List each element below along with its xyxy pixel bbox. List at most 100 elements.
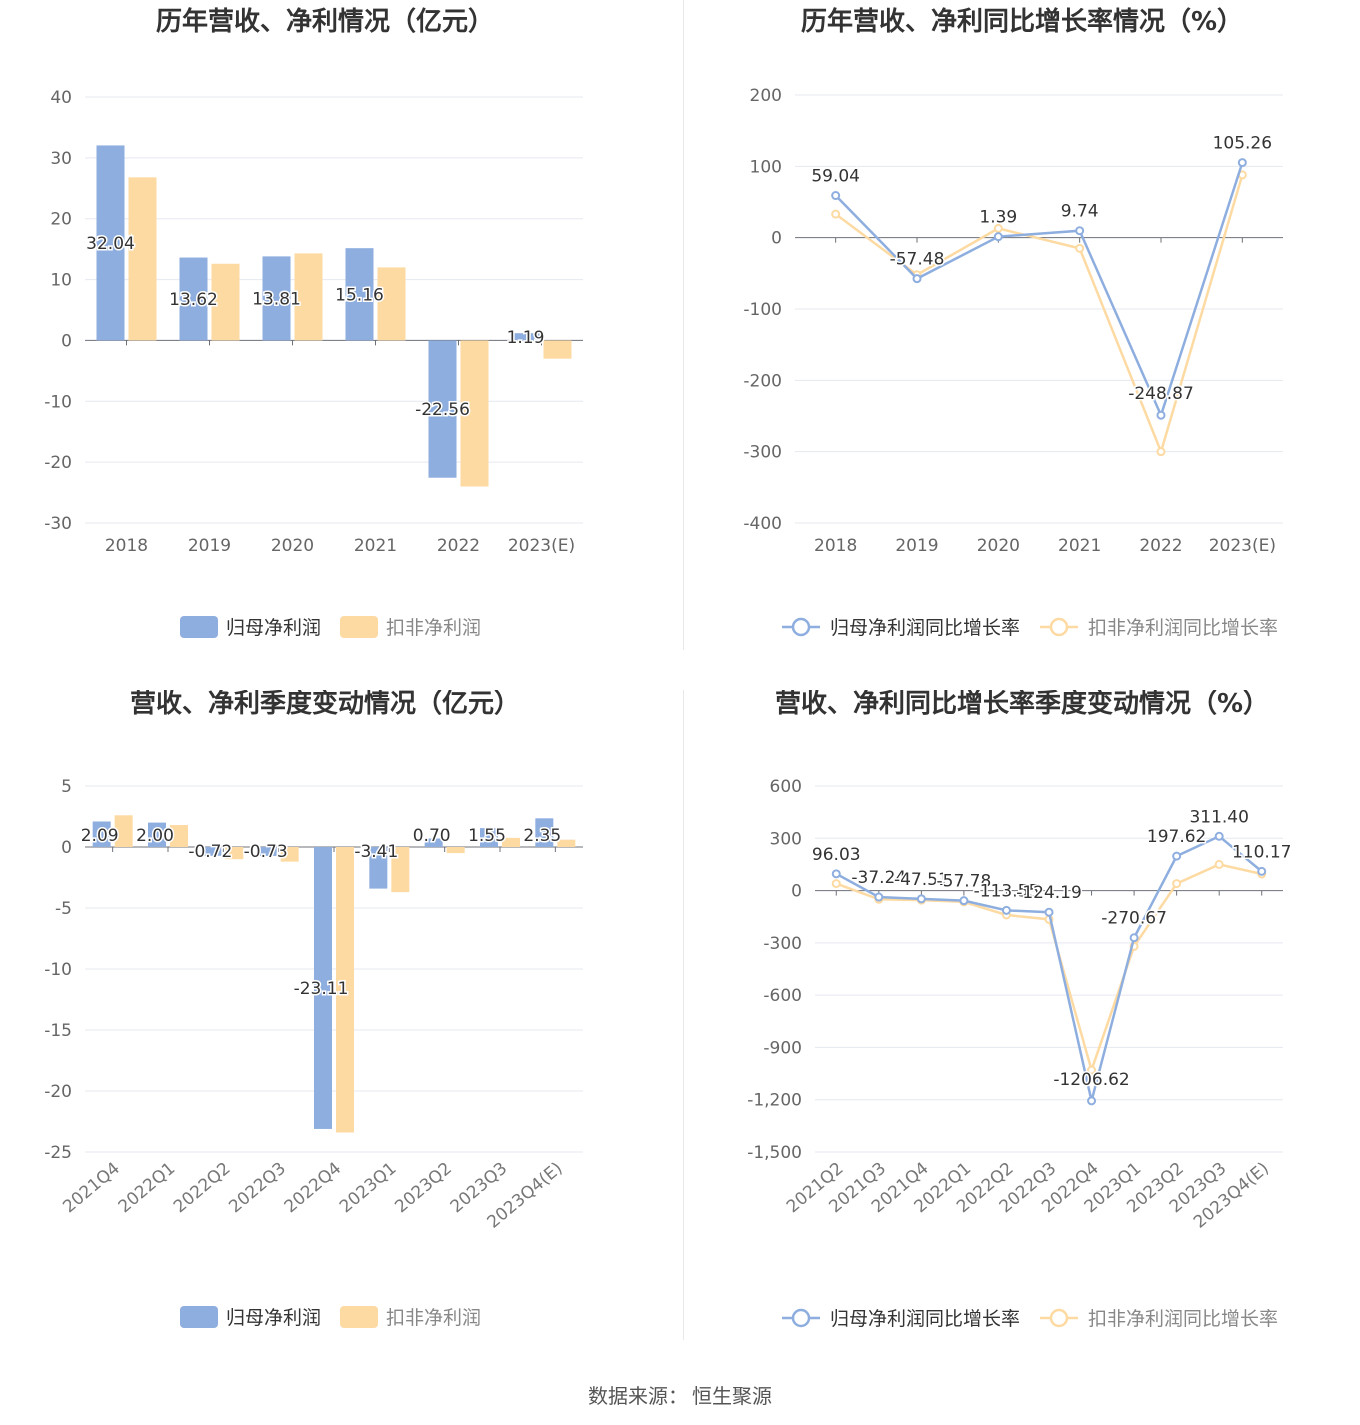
data-label: 32.04: [86, 234, 135, 254]
legend-label-2: 扣非净利润同比增长率: [1088, 1308, 1278, 1330]
bar-series-1: [148, 822, 166, 847]
data-label: -0.73: [244, 842, 288, 862]
point-series-2: [1214, 859, 1224, 869]
x-tick-label: 2022Q4: [281, 1159, 346, 1218]
legend-label-2: 扣非净利润: [386, 1307, 481, 1329]
legend-label-1: 归母净利润同比增长率: [830, 1308, 1020, 1330]
data-label: 2.00: [136, 826, 174, 846]
x-tick-label: 2022Q2: [170, 1159, 235, 1218]
y-tick-label: -10: [44, 392, 72, 412]
bar-series-1: [369, 847, 388, 889]
bar-series-1: [480, 828, 498, 847]
x-tick-label: 2021Q4: [59, 1159, 124, 1218]
y-tick-label: -900: [763, 1038, 802, 1058]
x-tick-label: 2023Q1: [336, 1159, 401, 1218]
y-tick-label: -1,200: [747, 1091, 802, 1111]
legend-label-1: 归母净利润同比增长率: [830, 617, 1020, 639]
data-label: 13.62: [169, 290, 218, 310]
y-tick-label: 5: [61, 777, 72, 797]
y-tick-label: -15: [44, 1021, 72, 1041]
y-tick-label: 20: [50, 210, 72, 230]
point-series-1: [1044, 907, 1054, 917]
annual-profit-chart: 历年营收、净利情况（亿元） -30 -20 -10 0 10 20 30 40 2018 2019 2…: [44, 6, 583, 639]
chart-title: 历年营收、净利情况（亿元）: [156, 6, 494, 37]
bar-series-2: [502, 837, 520, 847]
data-source-label: 数据来源：: [588, 1384, 688, 1408]
y-tick-label: -10: [44, 960, 72, 980]
data-label: 2.35: [523, 826, 561, 846]
legend-marker-2: [1049, 1308, 1069, 1328]
legend-swatch-1: [180, 1306, 218, 1328]
x-tick-label: 2018: [814, 536, 857, 556]
y-tick-label: 40: [50, 88, 72, 108]
y-tick-label: 300: [770, 829, 802, 849]
bar-series-2: [557, 839, 576, 847]
y-tick-label: -600: [763, 986, 802, 1006]
data-label: -0.72: [188, 842, 232, 862]
y-tick-label: -100: [743, 300, 782, 320]
point-series-1: [1001, 905, 1011, 915]
chart-panel-quarterly-profit: 营收、净利季度变动情况（亿元） -25 -20 -15 -10 -5 0 5 2021Q4 202…: [0, 690, 680, 1380]
bar-series-1: [258, 847, 277, 856]
bar-series-2: [460, 340, 489, 487]
x-tick-label: 2022: [437, 536, 480, 556]
y-tick-label: 600: [770, 777, 802, 797]
bar-series-2: [377, 267, 406, 341]
point-series-1: [831, 191, 841, 201]
bar-series-2: [336, 847, 354, 1133]
y-tick-label: 0: [61, 331, 72, 351]
y-tick-label: -20: [44, 453, 72, 473]
legend-marker-2: [1049, 617, 1069, 637]
y-tick-label: -20: [44, 1082, 72, 1102]
data-label: -248.87: [1128, 384, 1194, 404]
data-label: 96.03: [812, 845, 861, 865]
y-tick-label: -300: [743, 443, 782, 463]
y-tick-label: -200: [743, 371, 782, 391]
point-series-1: [1087, 1096, 1097, 1106]
bar-series-1: [96, 145, 125, 341]
data-label: 0.70: [413, 826, 451, 846]
bar-series-1: [179, 257, 208, 341]
bar-series-2: [211, 263, 240, 341]
bar-series-1: [511, 333, 540, 341]
chart-title: 营收、净利季度变动情况（亿元）: [130, 690, 520, 719]
x-tick-label: 2018: [105, 536, 148, 556]
bar-series-2: [446, 847, 465, 854]
legend-marker-1: [791, 617, 811, 637]
y-tick-label: 10: [50, 271, 72, 291]
x-tick-label: 2023(E): [1209, 536, 1276, 556]
y-tick-label: 200: [750, 86, 782, 106]
y-tick-label: -25: [44, 1143, 72, 1163]
bar-series-2: [170, 825, 188, 847]
y-tick-label: -1,500: [747, 1143, 802, 1163]
vertical-divider: [683, 0, 684, 650]
y-tick-label: -30: [44, 514, 72, 534]
point-series-2: [831, 209, 841, 219]
vertical-divider: [683, 690, 684, 1340]
point-series-1: [1237, 158, 1247, 168]
bar-series-1: [428, 340, 457, 478]
point-series-1: [1156, 410, 1166, 420]
bar-series-2: [114, 815, 133, 847]
point-series-1: [916, 894, 926, 904]
legend-label-2: 扣非净利润同比增长率: [1088, 617, 1278, 639]
y-tick-label: 0: [771, 229, 782, 249]
data-label: -3.41: [354, 842, 398, 862]
data-label: 15.16: [335, 285, 384, 305]
x-tick-label: 2020: [271, 536, 314, 556]
y-tick-label: 0: [791, 882, 802, 902]
x-tick-label: 2021: [354, 536, 397, 556]
chart-title: 历年营收、净利同比增长率情况（%）: [801, 6, 1243, 37]
point-series-1: [993, 232, 1003, 242]
data-label: 197.62: [1147, 827, 1206, 847]
data-label: 2.09: [81, 826, 119, 846]
bar-series-2: [391, 847, 410, 893]
data-label: 9.74: [1061, 202, 1099, 222]
data-label: 311.40: [1189, 807, 1248, 827]
data-label: -1206.62: [1053, 1070, 1129, 1090]
bar-series-2: [294, 253, 323, 341]
point-series-1: [874, 892, 884, 902]
data-label: -57.78: [937, 872, 992, 892]
bar-series-1: [262, 256, 291, 341]
legend-label-1: 归母净利润: [226, 617, 321, 639]
